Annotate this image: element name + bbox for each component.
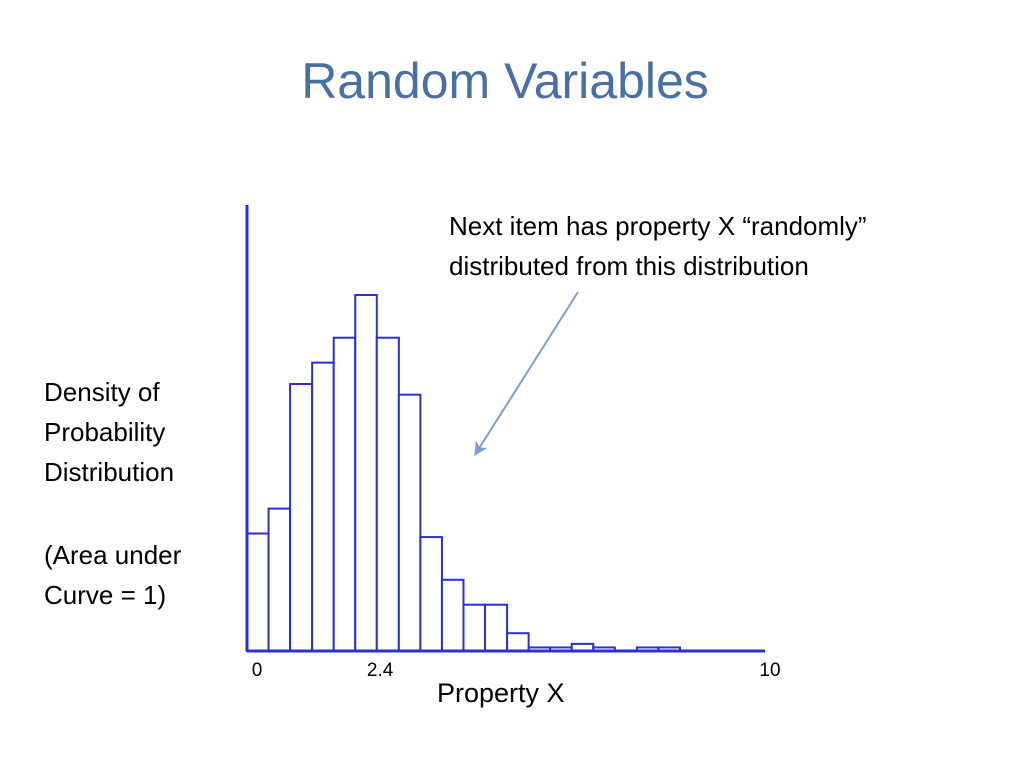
- histogram-bar: [332, 336, 357, 652]
- area-note-line: (Area under: [44, 540, 182, 570]
- histogram-bar: [311, 361, 335, 652]
- y-axis-label: Density of Probability Distribution: [44, 372, 174, 492]
- y-axis-label-line: Probability: [44, 417, 166, 447]
- annotation-line: Next item has property X “randomly”: [449, 211, 867, 241]
- annotation-line: distributed from this distribution: [449, 251, 809, 281]
- histogram-bar: [462, 603, 487, 652]
- histogram-bar: [397, 393, 422, 652]
- histogram-bar: [484, 603, 509, 652]
- histogram-bar: [440, 578, 465, 652]
- x-axis-label: Property X: [437, 678, 565, 708]
- area-note: (Area under Curve = 1): [44, 535, 181, 615]
- histogram-bar: [246, 532, 270, 653]
- annotation-arrow: [474, 291, 579, 456]
- x-tick-label: 0: [251, 660, 263, 681]
- histogram-bar: [419, 536, 443, 653]
- y-axis-label-line: Density of: [44, 377, 160, 407]
- histogram-bar: [267, 507, 292, 652]
- x-tick-label: 2.4: [366, 660, 394, 681]
- x-tick-label: 10: [759, 660, 781, 681]
- histogram-bar: [506, 632, 530, 653]
- annotation-text: Next item has property X “randomly” dist…: [449, 206, 867, 286]
- histogram-bar: [375, 336, 400, 652]
- histogram-bars: [246, 294, 681, 653]
- histogram-bar: [354, 294, 378, 652]
- area-note-line: Curve = 1): [44, 580, 167, 610]
- slide-title: Random Variables: [301, 53, 709, 109]
- y-axis-label-line: Distribution: [44, 457, 175, 487]
- histogram-bar: [289, 383, 314, 652]
